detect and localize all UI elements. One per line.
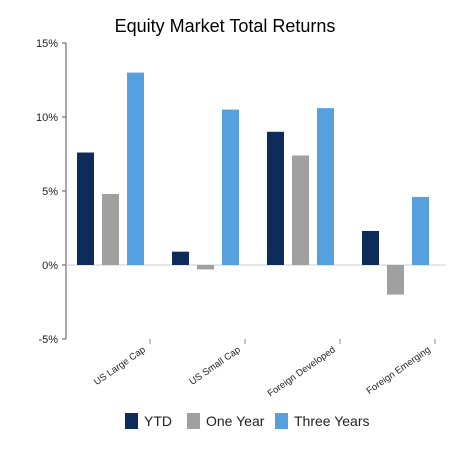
legend-swatch [275, 413, 288, 429]
bar [127, 72, 144, 265]
chart-bars [77, 72, 429, 295]
chart-legend: YTD One Year Three Years [125, 413, 370, 429]
x-tick-label: US Large Cap [92, 344, 148, 388]
legend-label: YTD [144, 413, 172, 429]
bar [197, 265, 214, 270]
legend-swatch [187, 413, 200, 429]
bar [362, 230, 379, 265]
y-tick-label: 15% [36, 38, 58, 50]
x-tick-label: Foreign Emerging [365, 344, 433, 396]
legend-label: One Year [206, 413, 265, 429]
y-tick-label: 10% [36, 112, 58, 124]
y-tick-label: 0% [42, 260, 58, 272]
legend-swatch [125, 413, 138, 429]
y-tick-label: -5% [38, 334, 58, 346]
chart-title: Equity Market Total Returns [115, 16, 336, 36]
bar [77, 152, 94, 265]
bar [172, 251, 189, 265]
legend-label: Three Years [294, 413, 370, 429]
bar [267, 131, 284, 265]
bar [222, 109, 239, 265]
bar [412, 196, 429, 265]
x-tick-label: US Small Cap [188, 344, 243, 387]
bar [102, 193, 119, 265]
x-tick-label: Foreign Developed [266, 344, 338, 399]
bar [387, 265, 404, 295]
bar [292, 155, 309, 265]
chart-axes: -5% 0% 5% 10% 15% US Large Cap US Small Cap For… [36, 38, 446, 400]
bar [317, 108, 334, 266]
y-tick-label: 5% [42, 186, 58, 198]
